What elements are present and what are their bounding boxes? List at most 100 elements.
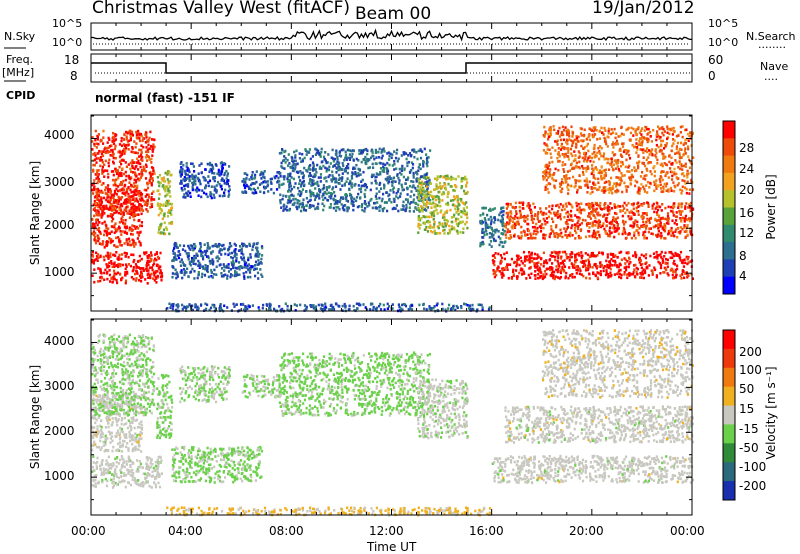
data-cell: [117, 150, 120, 154]
data-cell: [418, 227, 421, 230]
data-cell: [154, 271, 157, 275]
data-cell: [260, 273, 263, 276]
data-cell: [111, 178, 115, 182]
data-cell: [315, 151, 318, 155]
data-cell: [415, 151, 418, 154]
data-cell: [619, 205, 622, 208]
data-cell: [103, 207, 106, 210]
data-cell: [382, 192, 385, 196]
data-cell: [196, 186, 199, 190]
data-cell: [462, 227, 465, 230]
data-cell: [559, 275, 563, 279]
data-cell: [140, 204, 144, 208]
data-cell: [179, 244, 182, 247]
data-cell: [634, 251, 637, 254]
data-cell: [133, 218, 136, 222]
data-cell: [586, 183, 589, 186]
data-cell: [537, 261, 540, 264]
data-cell: [641, 212, 645, 215]
data-cell: [234, 254, 237, 257]
data-cell: [183, 176, 186, 179]
data-cell: [117, 227, 120, 230]
data-cell: [482, 221, 485, 224]
data-cell: [381, 154, 384, 158]
data-cell: [607, 233, 611, 237]
data-cell: [496, 267, 499, 270]
data-cell: [183, 184, 186, 188]
data-cell: [256, 250, 260, 253]
data-cell: [506, 202, 510, 206]
data-cell: [159, 251, 162, 255]
data-cell: [553, 232, 556, 235]
data-cell: [556, 214, 559, 218]
data-cell: [586, 221, 589, 225]
data-cell: [565, 271, 568, 275]
data-cell: [94, 158, 97, 161]
data-cell: [547, 137, 550, 141]
data-cell: [494, 228, 497, 232]
data-cell: [431, 226, 434, 229]
data-cell: [642, 276, 645, 280]
data-cell: [131, 164, 134, 168]
data-cell: [627, 126, 630, 130]
data-cell: [217, 244, 220, 248]
data-cell: [344, 193, 347, 197]
data-cell: [529, 232, 532, 236]
data-cell: [319, 155, 322, 158]
data-cell: [591, 201, 594, 205]
data-cell: [100, 199, 103, 202]
data-cell: [488, 243, 491, 246]
data-cell: [213, 244, 216, 248]
data-cell: [97, 157, 100, 160]
data-cell: [574, 237, 577, 240]
data-cell: [671, 219, 674, 222]
data-cell: [122, 213, 125, 216]
data-cell: [188, 246, 191, 250]
data-cell: [610, 274, 613, 277]
data-cell: [392, 179, 395, 183]
data-cell: [286, 164, 290, 167]
data-cell: [108, 206, 112, 209]
data-cell: [340, 168, 343, 171]
data-cell: [332, 176, 335, 179]
data-cell: [655, 275, 658, 279]
data-cell: [201, 251, 204, 254]
data-cell: [281, 197, 284, 201]
data-cell: [520, 234, 523, 238]
data-cell: [460, 198, 463, 201]
data-cell: [612, 131, 615, 134]
data-cell: [610, 189, 613, 192]
data-cell: [111, 196, 115, 199]
data-cell: [586, 224, 589, 227]
data-cell: [132, 243, 135, 246]
data-cell: [646, 150, 649, 154]
data-cell: [426, 187, 429, 190]
data-cell: [294, 154, 297, 157]
data-cell: [106, 169, 109, 173]
data-cell: [521, 203, 525, 206]
data-cell: [132, 161, 135, 164]
data-cell: [101, 170, 104, 173]
data-cell: [130, 206, 133, 210]
data-cell: [423, 190, 426, 194]
data-cell: [643, 129, 646, 132]
data-cell: [140, 212, 143, 216]
data-cell: [91, 148, 94, 151]
data-cell: [107, 256, 110, 260]
data-cell: [634, 219, 637, 222]
data-cell: [243, 243, 246, 247]
data-cell: [164, 189, 167, 193]
data-cell: [579, 260, 582, 264]
data-cell: [156, 270, 159, 273]
data-cell: [92, 192, 95, 195]
data-cell: [463, 192, 466, 195]
data-cell: [354, 182, 357, 186]
data-cell: [256, 241, 259, 245]
data-cell: [257, 259, 260, 262]
data-cell: [550, 274, 553, 278]
data-cell: [645, 253, 648, 256]
data-cell: [199, 242, 202, 246]
data-cell: [636, 220, 639, 224]
data-cell: [617, 265, 620, 269]
data-cell: [260, 245, 264, 248]
